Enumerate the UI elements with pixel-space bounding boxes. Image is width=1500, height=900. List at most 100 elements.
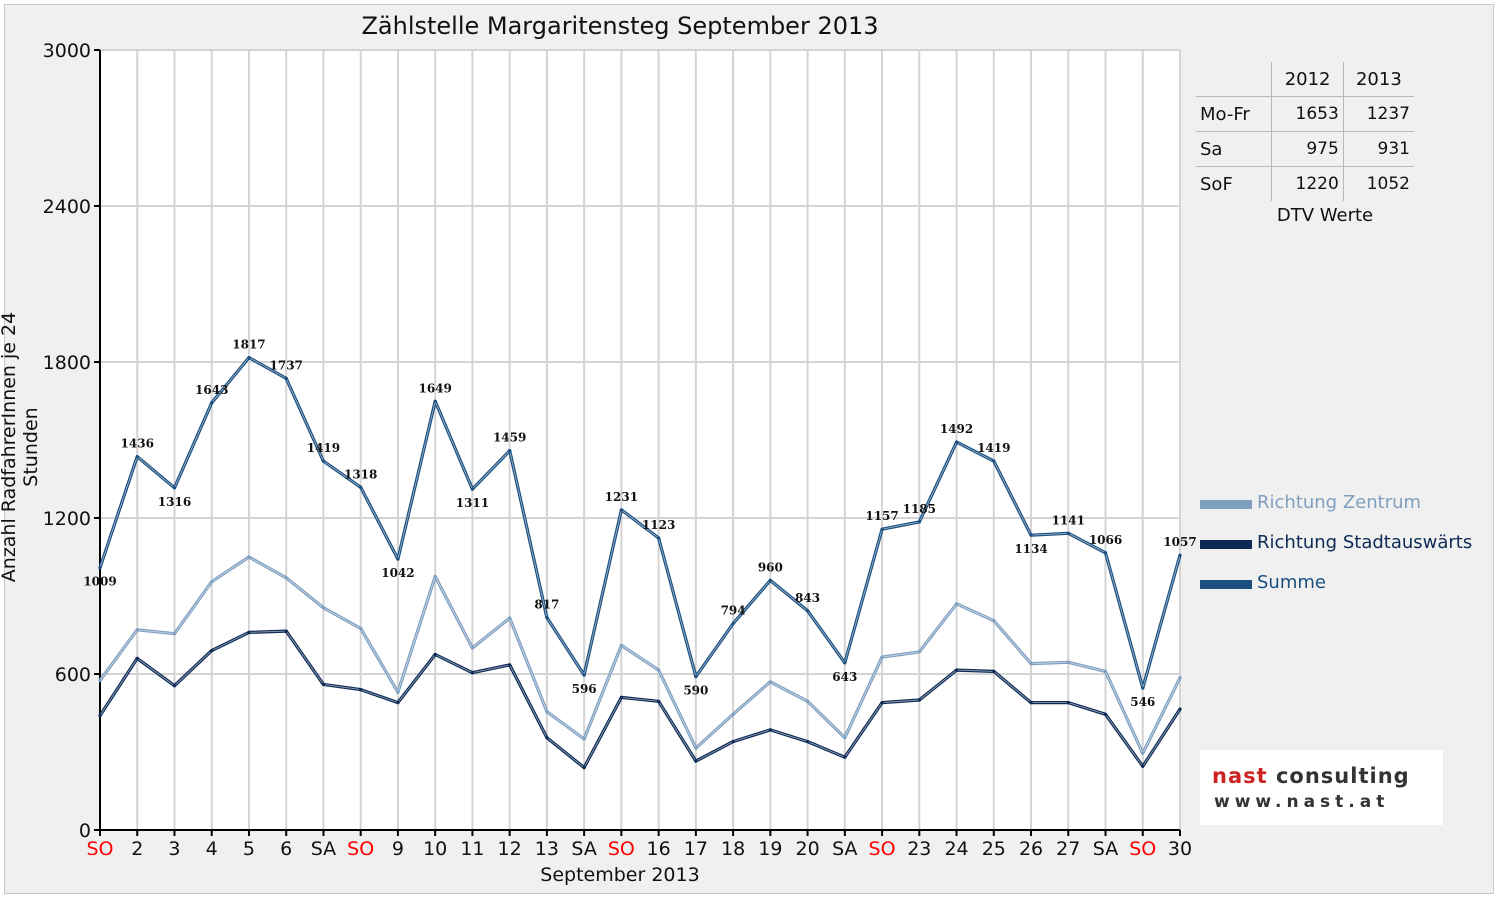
data-point — [657, 699, 661, 703]
data-point — [843, 755, 847, 759]
y-tick-label: 1800 — [43, 352, 91, 374]
data-point — [694, 746, 698, 750]
x-tick-label: 4 — [206, 838, 218, 860]
data-point — [359, 626, 363, 631]
data-label-summe: 960 — [758, 560, 783, 574]
dtv-cell: 1653 — [1271, 96, 1344, 132]
company-logo: nast consulting www.nast.at — [1200, 750, 1443, 825]
data-point — [619, 695, 623, 700]
data-point — [135, 656, 139, 661]
dtv-caption: DTV Werte — [1276, 205, 1374, 226]
y-axis-label: Anzahl RadfahrerInnen je 24 Stunden — [0, 311, 42, 583]
data-point — [1103, 551, 1108, 555]
x-tick-label: 26 — [1019, 838, 1043, 860]
data-label-summe: 1643 — [195, 383, 228, 397]
data-label-summe: 1459 — [493, 431, 526, 445]
data-point — [582, 737, 586, 741]
chart-title: Zählstelle Margaritensteg September 2013 — [361, 12, 879, 40]
data-point — [172, 486, 177, 490]
data-point — [992, 459, 996, 463]
data-point — [768, 578, 772, 583]
data-point — [359, 485, 363, 489]
data-label-summe: 1737 — [270, 358, 303, 372]
data-point — [1178, 676, 1182, 680]
legend-swatch-summe — [1200, 580, 1252, 589]
data-label-summe: 1141 — [1052, 513, 1085, 527]
data-point — [508, 663, 512, 667]
data-point — [1178, 707, 1182, 711]
data-point — [545, 615, 549, 620]
x-tick-label: 18 — [721, 838, 745, 860]
dtv-row-label: Sa — [1196, 131, 1272, 167]
data-point — [880, 527, 884, 531]
x-tick-label: 30 — [1168, 838, 1192, 860]
data-point — [321, 606, 326, 610]
data-point — [284, 629, 288, 633]
x-tick-label: SA — [311, 838, 336, 860]
data-point — [731, 712, 735, 716]
data-point — [694, 759, 698, 763]
data-point — [768, 680, 772, 684]
legend-swatch-zentrum — [1200, 500, 1252, 509]
x-tick-label: 3 — [168, 838, 180, 860]
data-point — [1103, 669, 1108, 674]
data-point — [1029, 533, 1033, 537]
data-point — [396, 690, 400, 694]
x-tick-label: 24 — [944, 838, 968, 860]
x-tick-label: 10 — [423, 838, 447, 860]
data-point — [1178, 553, 1182, 557]
data-point — [247, 630, 251, 635]
data-point — [657, 536, 661, 540]
y-tick-label: 600 — [55, 664, 91, 686]
data-point — [619, 508, 623, 512]
data-point — [172, 632, 177, 636]
data-point — [396, 701, 400, 705]
x-tick-label: 27 — [1056, 838, 1080, 860]
x-tick-label: 16 — [647, 838, 671, 860]
data-label-summe: 1185 — [903, 502, 936, 516]
dtv-cell: 1237 — [1342, 96, 1414, 132]
series-line-highlight-zentrum — [99, 556, 1181, 754]
logo-url: www.nast.at — [1214, 792, 1390, 812]
data-point — [917, 520, 921, 524]
data-label-summe: 1066 — [1089, 533, 1122, 547]
data-label-summe: 1817 — [232, 338, 265, 352]
data-label-summe: 596 — [572, 682, 597, 696]
data-point — [470, 487, 475, 491]
data-label-summe: 1042 — [381, 566, 414, 580]
x-tick-label: SO — [347, 838, 374, 860]
logo-wordmark: nast consulting — [1212, 764, 1410, 788]
data-point — [1141, 686, 1145, 690]
data-point — [1029, 701, 1033, 705]
data-label-summe: 1419 — [307, 441, 340, 455]
data-point — [805, 740, 810, 744]
data-point — [470, 646, 475, 650]
x-tick-label: SA — [832, 838, 857, 860]
y-tick-label: 0 — [79, 820, 91, 842]
plot-area — [100, 50, 1180, 830]
x-tick-label: SA — [571, 838, 596, 860]
data-point — [657, 668, 661, 672]
data-point — [210, 401, 214, 405]
data-point — [954, 440, 959, 444]
data-point — [135, 455, 139, 459]
x-tick-label: 12 — [498, 838, 522, 860]
x-tick-label: 19 — [758, 838, 782, 860]
data-point — [284, 576, 288, 580]
data-point — [1066, 660, 1070, 664]
x-tick-label: 5 — [243, 838, 255, 860]
data-label-summe: 590 — [683, 684, 708, 698]
data-point — [321, 682, 326, 687]
dtv-cell: 1052 — [1342, 166, 1414, 201]
series-line-highlight-stadtauswaerts — [99, 630, 1181, 769]
data-label-summe: 1419 — [977, 441, 1010, 455]
x-tick-label: 25 — [982, 838, 1006, 860]
data-label-summe: 843 — [795, 591, 820, 605]
data-label-summe: 1311 — [456, 496, 489, 510]
data-point — [98, 566, 102, 570]
y-tick-label: 1200 — [43, 508, 91, 530]
data-point — [582, 766, 586, 770]
data-point — [359, 688, 363, 692]
